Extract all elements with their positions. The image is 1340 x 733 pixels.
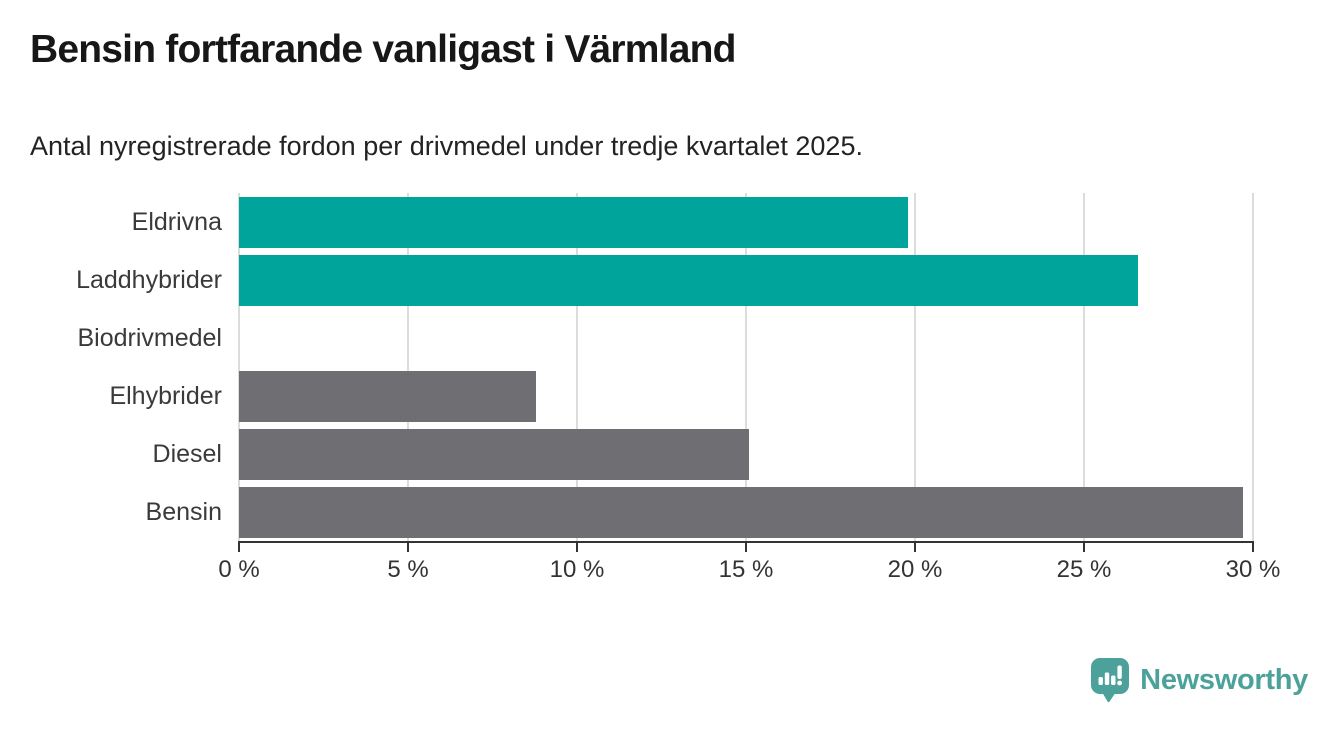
gridline-5 (407, 193, 409, 541)
gridline-20 (914, 193, 916, 541)
x-tick-mark-15 (745, 543, 747, 552)
x-tick-mark-5 (407, 543, 409, 552)
newsworthy-logo-icon (1091, 658, 1130, 703)
bar-bensin (239, 486, 1243, 538)
x-tick-mark-30 (1252, 543, 1254, 552)
category-label-bensin: Bensin (145, 498, 222, 526)
category-label-eldrivna: Eldrivna (131, 208, 222, 236)
newsworthy-brand[interactable]: Newsworthy (1090, 657, 1308, 703)
category-label-diesel: Diesel (152, 440, 222, 468)
gridline-10 (576, 193, 578, 541)
x-tick-mark-20 (914, 543, 916, 552)
x-tick-mark-0 (238, 543, 240, 552)
x-tick-mark-25 (1083, 543, 1085, 552)
x-tick-label-30: 30 % (1225, 556, 1281, 583)
gridline-30 (1252, 193, 1254, 541)
gridline-0 (238, 193, 240, 541)
category-label-biodrivmedel: Biodrivmedel (77, 324, 222, 352)
category-label-elhybrider: Elhybrider (109, 382, 222, 410)
x-axis-line (238, 541, 1254, 543)
bar-eldrivna (239, 196, 909, 248)
x-tick-label-0: 0 % (218, 556, 260, 583)
x-tick-label-5: 5 % (387, 556, 429, 583)
x-tick-mark-10 (576, 543, 578, 552)
newsworthy-brand-text: Newsworthy (1140, 663, 1308, 696)
page-title: Bensin fortfarande vanligast i Värmland (30, 28, 736, 71)
bar-chart-plot: Eldrivna Laddhybrider Biodrivmedel Elhybrid… (76, 193, 1280, 583)
x-tick-label-15: 15 % (718, 556, 774, 583)
gridline-15 (745, 193, 747, 541)
page-subtitle: Antal nyregistrerade fordon per drivmede… (30, 131, 863, 161)
bar-diesel (239, 428, 750, 480)
x-tick-label-25: 25 % (1056, 556, 1112, 583)
gridline-25 (1083, 193, 1085, 541)
bar-laddhybrider (239, 254, 1139, 306)
category-label-laddhybrider: Laddhybrider (76, 266, 222, 294)
x-tick-label-20: 20 % (887, 556, 943, 583)
x-tick-label-10: 10 % (549, 556, 605, 583)
bar-elhybrider (239, 370, 537, 422)
